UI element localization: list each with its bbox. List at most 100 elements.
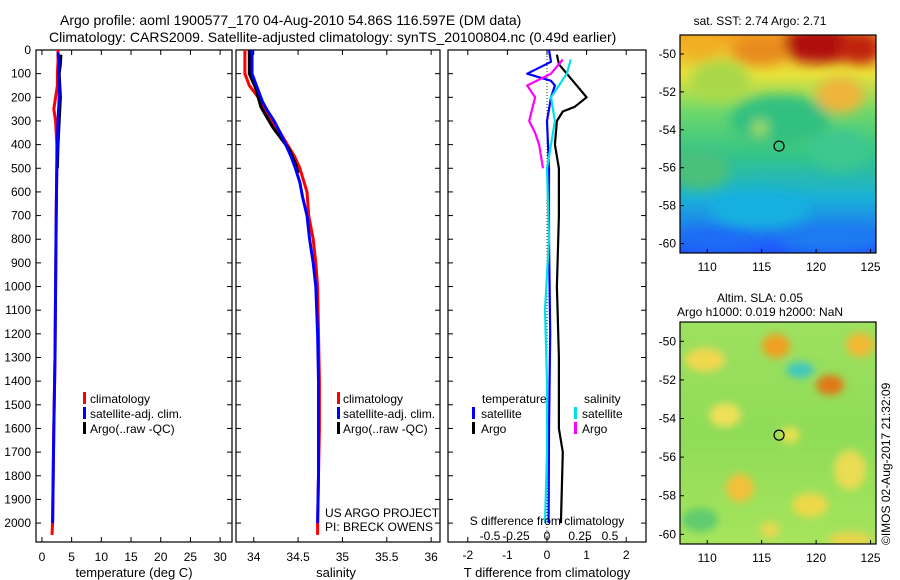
legend-marker-climatology	[83, 392, 86, 404]
depth-axis: 0 100 200 300 400 500 600 700 800 900 1000 1100 1200…	[4, 43, 232, 530]
y-tick-label: 1500	[4, 398, 31, 412]
y-tick-label: 1100	[5, 303, 31, 317]
lon-tick-label: 115	[752, 551, 771, 565]
lon-tick-label: 120	[806, 260, 826, 274]
difference-series	[526, 49, 588, 524]
legend-label-s-argo: Argo	[582, 422, 608, 436]
legend-label-s-satellite: satellite	[582, 407, 623, 421]
y-tick-label: 600	[11, 185, 31, 199]
temperature-xlabel: temperature (deg C)	[75, 565, 192, 580]
s-tick-label: 0	[544, 529, 551, 543]
y-tick-label: 800	[11, 232, 31, 246]
y-tick-label: 2000	[4, 516, 31, 530]
difference-legend: temperature salinity satellite satellite…	[472, 392, 623, 436]
y-tick-label: 1600	[4, 421, 31, 435]
legend-label-satellite: satellite-adj. clim.	[343, 407, 435, 421]
temperature-series	[50, 50, 63, 535]
x-tick-label: 5	[68, 550, 75, 564]
temperature-axes-frame	[35, 49, 233, 543]
y-tick-label: 1900	[4, 492, 31, 506]
x-tick-label: 30	[213, 550, 227, 564]
sla-map-subtitle: Argo h1000: 0.019 h2000: NaN	[677, 305, 843, 319]
y-tick-label: 400	[11, 138, 31, 152]
sla-map-panel: Altim. SLA: 0.05 Argo h1000: 0.019 h2000…	[659, 291, 881, 565]
x-tick-label: 35.5	[375, 550, 399, 564]
imos-timestamp: ©IMOS 02-Aug-2017 21:32:09	[879, 382, 893, 545]
y-tick-label: 300	[11, 114, 31, 128]
x-tick-label: 34	[247, 550, 261, 564]
x-tick-label: 0	[39, 550, 46, 564]
legend-marker-argo	[83, 422, 86, 434]
y-tick-label: 1800	[4, 469, 31, 483]
x-tick-label: 2	[623, 548, 630, 562]
y-tick-label: 0	[24, 43, 31, 57]
legend-marker-satellite	[83, 407, 86, 419]
s-difference-axis-title: S difference from climatology	[470, 514, 625, 528]
y-tick-label: 100	[11, 67, 31, 81]
legend-label-climatology: climatology	[90, 392, 150, 406]
salinity-legend: climatology satellite-adj. clim. Argo(..…	[337, 392, 435, 436]
pi-annotation: PI: BRECK OWENS	[325, 520, 433, 534]
s-tick-label: -0.25	[502, 529, 530, 543]
temperature-legend: climatology satellite-adj. clim. Argo(..…	[83, 392, 182, 436]
legend-label-argo: Argo(..raw -QC)	[90, 422, 175, 436]
salinity-series	[243, 50, 321, 535]
x-tick-label: -1	[502, 548, 513, 562]
lat-tick-label: -56	[659, 450, 677, 464]
figure-title-line1: Argo profile: aoml 1900577_170 04-Aug-20…	[60, 12, 521, 28]
sst-heatmap	[680, 35, 876, 253]
sla-lat-axis: -50 -52 -54 -56 -58 -60	[659, 334, 684, 541]
sst-map-panel: sat. SST: 2.74 Argo: 2.71 110 115 120 125	[659, 14, 881, 274]
s-tick-label: -0.5	[480, 529, 501, 543]
lon-tick-label: 125	[861, 551, 881, 565]
argo-location-circle	[773, 140, 785, 152]
argo-location-marker	[773, 429, 785, 441]
x-tick-label: 1	[583, 548, 590, 562]
y-tick-label: 1400	[4, 374, 31, 388]
series-line	[51, 52, 61, 524]
salinity-depth-ticks	[236, 49, 440, 524]
x-tick-label: -2	[462, 548, 473, 562]
lat-tick-label: -58	[659, 199, 677, 213]
lat-tick-label: -60	[659, 527, 677, 541]
y-tick-label: 1200	[4, 327, 31, 341]
difference-panel: -2 -1 0 1 2 S difference from climatology -0…	[447, 49, 647, 580]
legend-marker-climatology	[337, 392, 340, 404]
s-tick-label: 0.25	[568, 529, 592, 543]
temperature-x-axis: 0 5 10 15 20 25 30	[39, 50, 227, 564]
legend-header-temperature: temperature	[482, 392, 547, 406]
s-difference-ticks: -0.5 -0.25 0 0.25 0.5	[480, 529, 619, 543]
y-tick-label: 500	[11, 161, 31, 175]
x-tick-label: 34.5	[286, 550, 310, 564]
legend-marker-argo	[337, 422, 340, 434]
lat-tick-label: -50	[659, 47, 677, 61]
project-annotation: US ARGO PROJECT	[325, 506, 440, 520]
x-tick-label: 25	[184, 550, 198, 564]
sst-lon-axis: 110 115 120 125	[698, 249, 881, 274]
series-line	[526, 58, 564, 169]
legend-label-satellite: satellite-adj. clim.	[90, 407, 182, 421]
series-line	[243, 50, 321, 535]
y-tick-label: 900	[11, 256, 31, 270]
series-line	[250, 50, 320, 524]
difference-x-axis: -2 -1 0 1 2	[462, 50, 630, 562]
lon-tick-label: 110	[698, 551, 717, 565]
lon-tick-label: 125	[861, 260, 881, 274]
series-line	[526, 49, 556, 524]
legend-marker-t-argo	[472, 422, 475, 434]
y-tick-label: 1700	[4, 445, 31, 459]
lon-tick-label: 110	[698, 260, 717, 274]
lat-tick-label: -54	[659, 123, 677, 137]
x-tick-label: 35	[336, 550, 350, 564]
y-tick-label: 700	[11, 209, 31, 223]
temperature-panel: 0100200300400500600700800900100011001200…	[4, 43, 233, 580]
y-tick-label: 1300	[4, 351, 31, 365]
salinity-xlabel: salinity	[316, 565, 356, 580]
lat-tick-label: -50	[659, 334, 677, 348]
lon-tick-label: 115	[752, 260, 771, 274]
salinity-x-axis: 34 34.5 35 35.5 36	[247, 50, 438, 564]
sst-map-frame	[679, 34, 877, 254]
difference-xlabel: T difference from climatology	[464, 565, 631, 580]
lat-tick-label: -60	[659, 237, 677, 251]
lat-tick-label: -52	[659, 373, 677, 387]
